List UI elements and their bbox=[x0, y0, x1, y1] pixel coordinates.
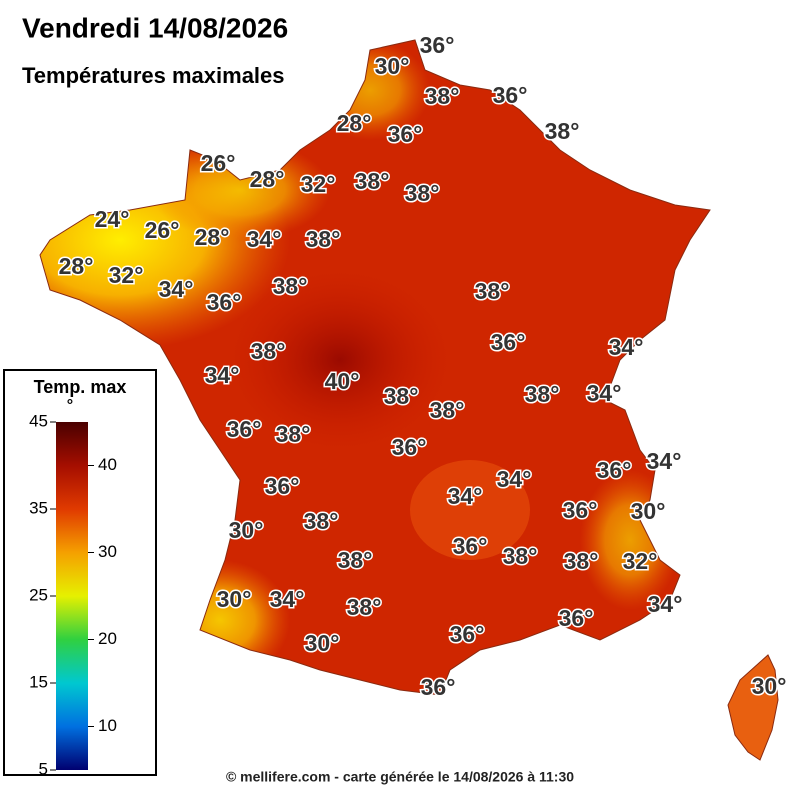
temperature-label: 28° bbox=[337, 110, 372, 136]
temperature-label: 34° bbox=[159, 276, 194, 302]
temperature-labels: 36°30°38° 36°28° 36° 38°26°28° 32° 38° 38°24° 2… bbox=[57, 31, 788, 702]
temperature-label: 38° bbox=[475, 278, 510, 304]
temperature-label: 30° bbox=[631, 498, 666, 524]
temperature-label: 32° bbox=[623, 548, 658, 574]
temperature-label: 34° bbox=[205, 362, 240, 388]
temperature-label: 38° bbox=[306, 226, 341, 252]
temperature-label: 36° bbox=[388, 121, 423, 147]
color-bar bbox=[56, 422, 88, 770]
temperature-label: 24° bbox=[95, 206, 130, 232]
tick-label: 45 bbox=[29, 411, 48, 430]
temperature-label: 34° bbox=[270, 586, 305, 612]
temperature-label: 38° bbox=[273, 273, 308, 299]
temperature-label: 30° bbox=[229, 517, 264, 543]
temperature-label: 38° bbox=[355, 168, 390, 194]
temperature-label: 30° bbox=[375, 53, 410, 79]
temperature-label: 34° bbox=[448, 483, 483, 509]
temperature-label: 38° bbox=[347, 594, 382, 620]
temperature-label: 36° bbox=[265, 473, 300, 499]
temperature-label: 38° bbox=[276, 421, 311, 447]
temperature-label: 32° bbox=[109, 262, 144, 288]
corsica bbox=[727, 654, 779, 761]
legend: Temp. max ° 45 35 25 15 5 40 30 20 10 bbox=[3, 369, 157, 778]
temperature-label: 36° bbox=[563, 497, 598, 523]
temperature-label: 34° bbox=[648, 591, 683, 617]
temperature-label: 34° bbox=[587, 380, 622, 406]
title: Vendredi 14/08/2026 bbox=[22, 12, 288, 43]
temperature-label: 38° bbox=[405, 180, 440, 206]
temperature-label: 26° bbox=[145, 217, 180, 243]
temperature-label: 38° bbox=[425, 83, 460, 109]
temperature-label: 28° bbox=[250, 166, 285, 192]
temperature-label: 34° bbox=[497, 466, 532, 492]
france-outline bbox=[39, 39, 711, 696]
temperature-label: 34° bbox=[647, 448, 682, 474]
temperature-label: 36° bbox=[453, 533, 488, 559]
temperature-label: 26° bbox=[201, 150, 236, 176]
temperature-label: 36° bbox=[491, 329, 526, 355]
legend-title: Temp. max bbox=[34, 377, 127, 397]
temperature-label: 38° bbox=[430, 397, 465, 423]
temperature-label: 36° bbox=[450, 621, 485, 647]
tick-label: 35 bbox=[29, 498, 48, 517]
temperature-label: 38° bbox=[384, 383, 419, 409]
temperature-label: 38° bbox=[525, 381, 560, 407]
temperature-label: 34° bbox=[247, 226, 282, 252]
temperature-label: 36° bbox=[420, 32, 455, 58]
temperature-label: 32° bbox=[301, 171, 336, 197]
temperature-label: 38° bbox=[304, 508, 339, 534]
tick-label: 30 bbox=[98, 542, 117, 561]
temperature-label: 38° bbox=[503, 543, 538, 569]
tick-label: 15 bbox=[29, 672, 48, 691]
temperature-label: 36° bbox=[207, 289, 242, 315]
temperature-label: 30° bbox=[752, 673, 787, 699]
temperature-label: 36° bbox=[493, 82, 528, 108]
temperature-label: 38° bbox=[545, 118, 580, 144]
temperature-label: 38° bbox=[251, 338, 286, 364]
temperature-label: 30° bbox=[217, 586, 252, 612]
temperature-label: 36° bbox=[227, 416, 262, 442]
temperature-label: 36° bbox=[559, 605, 594, 631]
temperature-label: 36° bbox=[597, 457, 632, 483]
subtitle: Températures maximales bbox=[22, 63, 285, 88]
temperature-label: 34° bbox=[609, 334, 644, 360]
tick-label: 10 bbox=[98, 716, 117, 735]
tick-label: 25 bbox=[29, 585, 48, 604]
tick-label: 40 bbox=[98, 455, 117, 474]
temperature-label: 40° bbox=[325, 368, 360, 394]
temperature-label: 28° bbox=[195, 224, 230, 250]
temperature-label: 36° bbox=[421, 674, 456, 700]
temperature-label: 38° bbox=[338, 547, 373, 573]
temperature-label: 28° bbox=[59, 253, 94, 279]
temperature-label: 30° bbox=[305, 630, 340, 656]
legend-unit: ° bbox=[67, 397, 73, 414]
tick-label: 5 bbox=[39, 759, 48, 778]
tick-label: 20 bbox=[98, 629, 117, 648]
footer: © mellifere.com - carte générée le 14/08… bbox=[226, 769, 574, 785]
temperature-label: 36° bbox=[392, 434, 427, 460]
temperature-label: 38° bbox=[564, 548, 599, 574]
